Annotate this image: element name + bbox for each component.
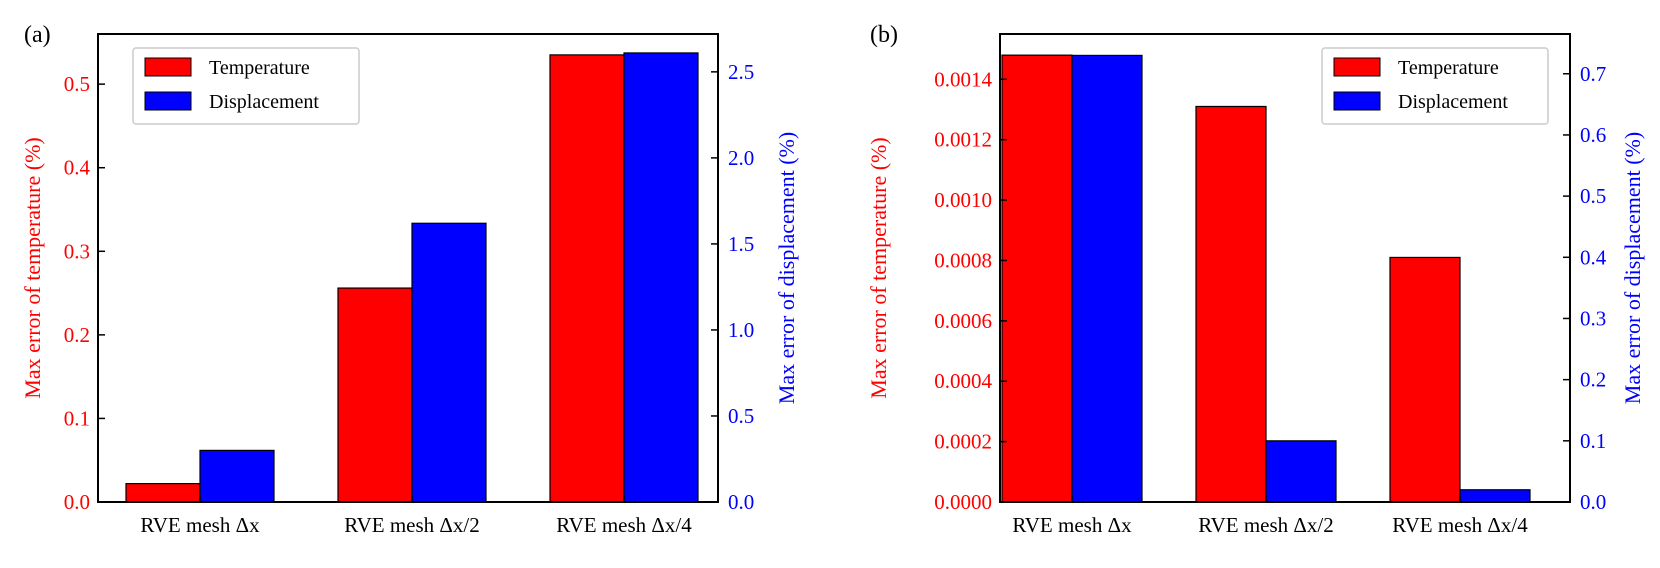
y-left-tick-label-5: 0.5: [64, 72, 90, 96]
legend-label-displacement: Displacement: [1398, 91, 1508, 113]
legend-swatch-temperature: [1333, 57, 1381, 77]
legend: Temperature Displacement: [132, 47, 360, 125]
bar-temperature-2: [1195, 105, 1267, 503]
legend-label-temperature: Temperature: [1398, 57, 1499, 79]
y-left-tick-label-6: 0.0012: [934, 128, 992, 152]
y-right-tick-label-3: 0.3: [1580, 306, 1606, 330]
bar-temperature-3: [549, 54, 625, 503]
y-left-axis-title: Max error of temperature (%): [866, 137, 891, 398]
bar-displacement-2: [411, 222, 487, 503]
x-tick-label-2: RVE mesh Δx/2: [344, 513, 480, 537]
y-right-tick-label-5: 2.5: [728, 60, 754, 84]
legend: Temperature Displacement: [1321, 47, 1549, 125]
y-right-tick-label-3: 1.5: [728, 232, 754, 256]
bar-temperature-3: [1389, 256, 1461, 503]
y-right-axis-title: Max error of displacement (%): [774, 132, 799, 404]
y-left-axis-title: Max error of temperature (%): [20, 137, 45, 398]
y-left-tick-label-4: 0.4: [64, 156, 91, 180]
y-left-tick-label-2: 0.2: [64, 323, 90, 347]
plot-frame: [999, 33, 1571, 503]
y-left-tick-label-1: 0.1: [64, 406, 90, 430]
bar-displacement-1: [199, 449, 275, 503]
legend-swatch-displacement: [1333, 91, 1381, 111]
chart-panel-1: RVE mesh Δx RVE mesh Δx/2 RVE mesh Δx/4 0.0…: [20, 22, 799, 537]
x-tick-label-2: RVE mesh Δx/2: [1198, 513, 1334, 537]
y-right-tick-label-2: 1.0: [728, 318, 754, 342]
bar-displacement-2: [1265, 440, 1337, 503]
y-left-tick-label-3: 0.3: [64, 239, 90, 263]
y-right-tick-label-0: 0.0: [1580, 490, 1606, 514]
y-right-tick-label-1: 0.1: [1580, 429, 1606, 453]
legend-label-temperature: Temperature: [209, 57, 310, 79]
bar-displacement-3: [623, 52, 699, 503]
y-right-tick-label-7: 0.7: [1580, 62, 1606, 86]
y-right-tick-label-4: 0.4: [1580, 245, 1607, 269]
legend-swatch-temperature: [144, 57, 192, 77]
bar-displacement-3: [1459, 489, 1531, 503]
y-right-tick-label-1: 0.5: [728, 404, 754, 428]
bar-temperature-2: [337, 287, 413, 503]
y-right-tick-label-5: 0.5: [1580, 184, 1606, 208]
y-right-tick-label-0: 0.0: [728, 490, 754, 514]
panel-label: (a): [24, 22, 51, 48]
y-left-tick-label-0: 0.0: [64, 490, 90, 514]
legend-swatch-displacement: [144, 91, 192, 111]
y-right-axis-title: Max error of displacement (%): [1620, 132, 1645, 404]
x-tick-label-1: RVE mesh Δx: [140, 513, 260, 537]
y-right-tick-label-4: 2.0: [728, 146, 754, 170]
bar-displacement-1: [1071, 54, 1143, 503]
plot-frame: [97, 33, 719, 503]
y-left-tick-label-3: 0.0006: [934, 309, 992, 333]
x-tick-label-1: RVE mesh Δx: [1012, 513, 1132, 537]
panel-label: (b): [870, 22, 898, 48]
bar-temperature-1: [125, 483, 201, 503]
y-right-tick-label-2: 0.2: [1580, 368, 1606, 392]
y-left-tick-label-5: 0.0010: [934, 188, 992, 212]
x-tick-label-3: RVE mesh Δx/4: [1392, 513, 1528, 537]
legend-label-displacement: Displacement: [209, 91, 319, 113]
y-left-tick-label-7: 0.0014: [934, 67, 992, 91]
chart-panel-2: RVE mesh Δx RVE mesh Δx/2 RVE mesh Δx/4 0.0…: [866, 22, 1645, 537]
x-tick-label-3: RVE mesh Δx/4: [556, 513, 692, 537]
bar-temperature-1: [1001, 54, 1073, 503]
y-left-tick-label-2: 0.0004: [934, 369, 992, 393]
y-left-tick-label-1: 0.0002: [934, 430, 992, 454]
y-left-tick-label-0: 0.0000: [934, 490, 992, 514]
y-left-tick-label-4: 0.0008: [934, 248, 992, 272]
y-right-tick-label-6: 0.6: [1580, 123, 1606, 147]
